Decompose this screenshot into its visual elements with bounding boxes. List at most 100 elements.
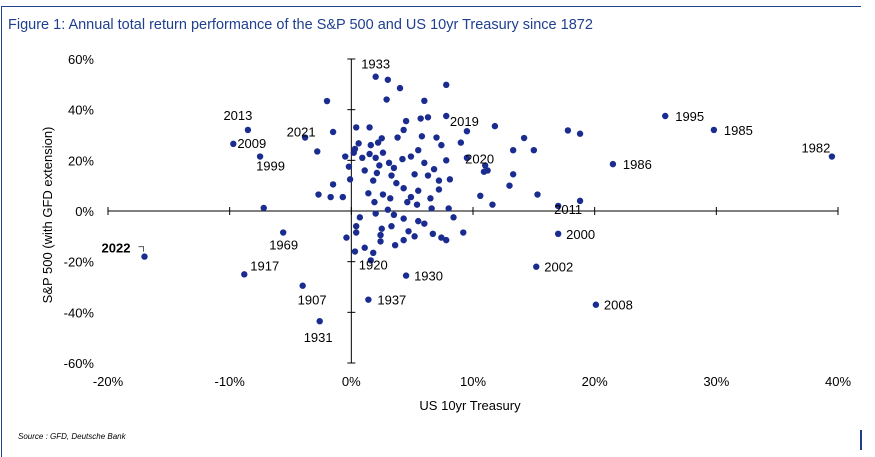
data-point — [385, 159, 393, 167]
data-point — [387, 195, 394, 202]
x-tick-label: -20% — [93, 374, 124, 389]
data-point — [370, 177, 377, 184]
data-point — [530, 147, 538, 154]
x-tick-label: 40% — [825, 374, 851, 389]
data-point — [383, 96, 390, 103]
data-point — [342, 153, 349, 160]
point-label-2011: 2011 — [554, 202, 582, 217]
data-point — [376, 162, 383, 169]
data-point — [315, 191, 322, 198]
data-point — [377, 231, 384, 239]
data-point-2021 — [301, 134, 309, 141]
data-point — [353, 223, 360, 230]
data-point — [463, 154, 471, 161]
data-point — [366, 150, 373, 158]
frame-right-marker — [860, 430, 862, 450]
leader-line-2022 — [138, 246, 144, 252]
y-tick-label: 20% — [68, 153, 94, 168]
data-point — [359, 154, 366, 161]
data-point-1920 — [367, 257, 374, 264]
data-point — [399, 155, 406, 163]
data-point — [351, 248, 359, 255]
point-label-2009: 2009 — [237, 136, 266, 151]
data-point — [477, 192, 484, 199]
y-tick-label: -20% — [64, 255, 95, 270]
data-point — [374, 139, 382, 146]
data-point — [491, 122, 499, 130]
data-point — [435, 177, 443, 184]
data-point — [415, 147, 422, 154]
data-point — [339, 193, 347, 201]
data-point — [489, 201, 496, 208]
point-labels-group: 1933 2013 2021 2009 1999 2019 2020 1995 1985 1982… — [102, 57, 831, 345]
data-point — [509, 171, 517, 178]
data-point — [415, 187, 422, 194]
data-point — [314, 148, 321, 155]
data-point — [345, 163, 353, 170]
data-point — [429, 230, 437, 237]
data-point — [421, 220, 428, 227]
point-label-1986: 1986 — [623, 157, 652, 172]
data-point-2009 — [230, 140, 237, 148]
point-label-1931: 1931 — [304, 330, 333, 345]
x-tick-label: 20% — [582, 374, 608, 389]
data-point — [366, 124, 373, 131]
data-point-1995 — [662, 112, 669, 120]
axes-group — [107, 58, 839, 364]
data-point — [365, 190, 372, 197]
data-point — [400, 185, 407, 192]
data-point — [417, 115, 424, 122]
data-point — [424, 172, 432, 179]
data-point-1982 — [828, 153, 836, 160]
x-axis-title: US 10yr Treasury — [419, 398, 521, 413]
point-label-1933: 1933 — [361, 57, 390, 72]
data-point — [353, 229, 360, 236]
data-point — [564, 127, 572, 134]
data-point — [534, 191, 541, 198]
point-label-1907: 1907 — [298, 293, 327, 308]
data-point — [370, 249, 377, 256]
point-label-1985: 1985 — [724, 123, 753, 138]
data-point — [361, 244, 368, 251]
data-point — [329, 128, 337, 136]
data-point — [576, 130, 584, 137]
data-point-2020 — [481, 162, 489, 169]
data-point — [361, 167, 368, 174]
x-tick-label: -10% — [214, 374, 245, 389]
data-point — [427, 195, 434, 202]
data-point-2000 — [554, 230, 562, 237]
data-point — [520, 134, 528, 142]
data-point — [388, 223, 395, 230]
data-point — [396, 84, 404, 92]
data-point — [373, 169, 381, 177]
data-point — [435, 186, 443, 193]
data-point-1986 — [609, 160, 617, 168]
x-tick-label: 30% — [703, 374, 729, 389]
y-tick-label: 60% — [68, 52, 94, 67]
point-label-2021: 2021 — [287, 125, 316, 140]
data-point — [384, 76, 392, 83]
data-point — [446, 176, 454, 183]
y-tick-label: -40% — [64, 305, 95, 320]
data-point — [576, 197, 584, 205]
data-point — [350, 149, 357, 156]
data-point — [388, 172, 395, 179]
data-point — [415, 217, 422, 225]
data-point-1933 — [372, 73, 379, 80]
data-point — [433, 134, 440, 141]
data-point — [450, 214, 457, 221]
y-tick-label: 0% — [75, 204, 94, 219]
data-point — [377, 238, 384, 245]
data-point — [445, 205, 452, 212]
data-point — [411, 171, 418, 178]
data-point-2002 — [533, 263, 540, 270]
data-point-1930 — [402, 272, 410, 279]
data-point — [421, 159, 428, 167]
data-point — [438, 234, 445, 241]
data-point-2008 — [592, 301, 600, 308]
point-label-1999: 1999 — [256, 159, 285, 174]
x-tick-label: 0% — [342, 374, 361, 389]
data-point — [405, 228, 412, 235]
data-point-1931 — [316, 318, 323, 325]
y-tick-label: -60% — [64, 356, 95, 371]
